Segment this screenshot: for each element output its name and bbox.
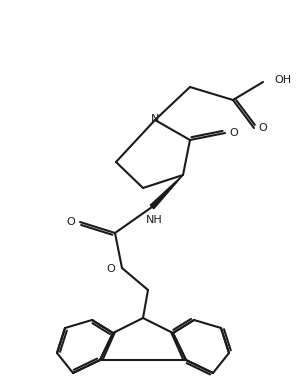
Text: O: O	[67, 217, 75, 227]
Text: O: O	[259, 123, 267, 133]
Polygon shape	[150, 175, 183, 209]
Text: O: O	[230, 128, 238, 138]
Text: N: N	[151, 114, 159, 124]
Text: OH: OH	[274, 75, 291, 85]
Text: O: O	[107, 264, 115, 274]
Text: NH: NH	[146, 215, 162, 225]
